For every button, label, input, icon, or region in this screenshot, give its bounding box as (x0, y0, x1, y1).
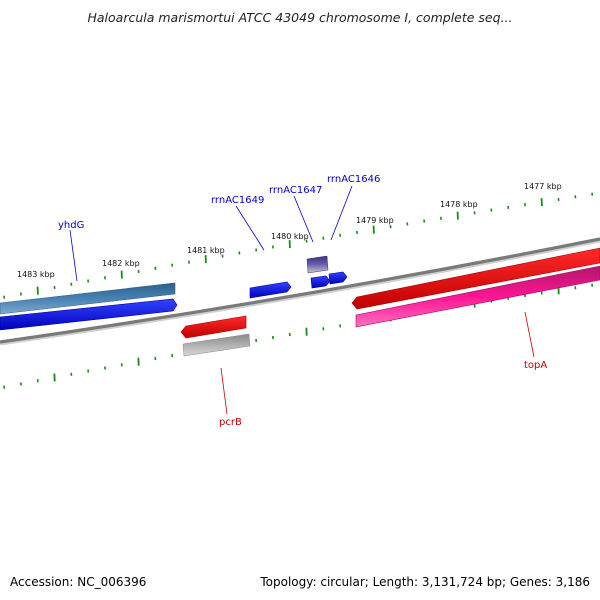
feature-blue-small[interactable] (249, 281, 292, 299)
tick-label: 1483 kbp (17, 270, 55, 279)
tick-labels: 1483 kbp 1482 kbp 1481 kbp 1480 kbp 1479… (17, 182, 562, 279)
feature-red-long[interactable] (351, 247, 600, 310)
gene-label-rrnAC1647[interactable]: rrnAC1647 (269, 185, 322, 196)
label-leaders (69, 185, 535, 415)
accession-text: Accession: NC_006396 (10, 575, 147, 589)
topology-summary: Topology: circular; Length: 3,131,724 bp… (260, 575, 590, 589)
tick-label: 1478 kbp (440, 200, 478, 209)
leader-yhdG (69, 229, 78, 282)
feature-yhdG[interactable] (0, 298, 178, 331)
leader-pcrB (220, 367, 228, 415)
genome-backbone (0, 237, 600, 344)
tick-label: 1482 kbp (102, 259, 140, 268)
forward-features (0, 247, 600, 331)
leader-rrnAC1647 (293, 195, 314, 243)
tick-marks-forward (3, 192, 594, 299)
feature-slate[interactable] (306, 255, 329, 274)
leader-rrnAC1646 (330, 185, 353, 241)
gene-labels: yhdG rrnAC1649 rrnAC1647 rrnAC1646 pcrB … (58, 174, 547, 428)
tick-label: 1477 kbp (524, 182, 562, 191)
feature-pcrB[interactable] (180, 315, 247, 339)
feature-rrnAC1647[interactable] (310, 275, 331, 289)
leader-rrnAC1649 (235, 205, 265, 251)
leader-topA (524, 311, 535, 358)
feature-rrnAC1646[interactable] (328, 271, 348, 285)
tick-label: 1481 kbp (187, 246, 225, 255)
tick-label: 1479 kbp (356, 216, 394, 225)
feature-topA[interactable] (355, 265, 600, 328)
feature-steelblue[interactable] (0, 282, 176, 315)
page-title: Haloarcula marismortui ATCC 43049 chromo… (87, 10, 513, 25)
gene-label-yhdG[interactable]: yhdG (58, 220, 84, 231)
gene-label-rrnAC1649[interactable]: rrnAC1649 (211, 195, 264, 206)
gene-label-topA[interactable]: topA (524, 360, 547, 371)
tick-label: 1480 kbp (271, 232, 309, 241)
gene-label-rrnAC1646[interactable]: rrnAC1646 (327, 174, 380, 185)
feature-grey[interactable] (182, 333, 251, 357)
gene-label-pcrB[interactable]: pcrB (219, 417, 242, 428)
reverse-features (180, 265, 600, 357)
